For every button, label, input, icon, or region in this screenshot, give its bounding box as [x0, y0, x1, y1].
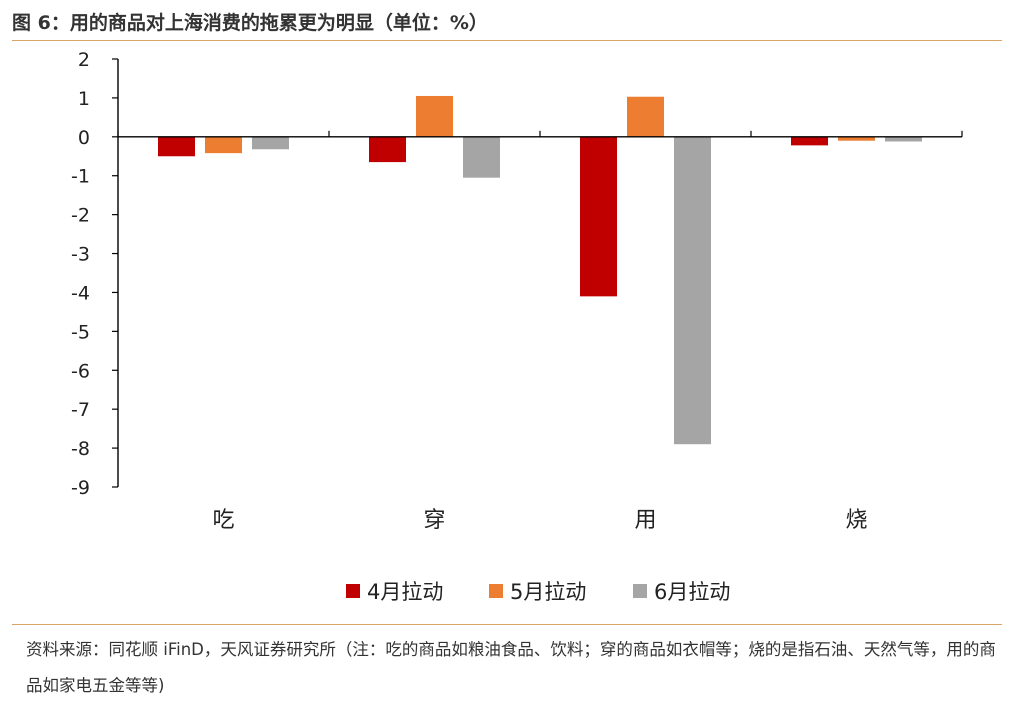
category-label: 穿: [423, 508, 445, 533]
bar: [674, 136, 711, 445]
y-tick-label: -8: [71, 438, 90, 460]
x-axis: 吃穿用烧: [117, 130, 963, 533]
legend-swatch: [489, 584, 503, 598]
y-tick-label: -6: [71, 360, 90, 382]
source-note: 资料来源：同花顺 iFinD，天风证券研究所（注：吃的商品如粮油食品、饮料；穿的…: [26, 640, 996, 695]
y-axis: 2 1 0 -1 -2 -3 -4 -5 -6 -7 -8 -9: [71, 49, 119, 499]
bar: [205, 136, 242, 154]
category-label: 吃: [212, 508, 234, 533]
legend-swatch: [346, 584, 360, 598]
bar: [885, 136, 922, 142]
y-tick-label: -5: [71, 321, 90, 343]
y-tick-label: 1: [78, 88, 90, 110]
y-tick-label: -2: [71, 205, 90, 227]
legend-swatch: [633, 584, 647, 598]
legend-label: 6月拉动: [654, 580, 730, 604]
y-tick-label: -7: [71, 399, 90, 421]
category-label: 烧: [845, 508, 867, 533]
y-tick-label: -1: [71, 166, 90, 188]
y-tick-label: -4: [71, 282, 90, 304]
category-label: 用: [634, 508, 656, 533]
bars-group: [158, 95, 922, 445]
legend: 4月拉动 5月拉动 6月拉动: [346, 580, 730, 604]
y-tick-label: -9: [71, 477, 90, 499]
bar: [416, 95, 453, 137]
legend-label: 5月拉动: [510, 580, 586, 604]
bar: [627, 96, 664, 137]
chart-title: 图 6：用的商品对上海消费的拖累更为明显（单位：%）: [12, 12, 488, 34]
y-tick-label: -3: [71, 244, 90, 266]
source-divider: [12, 624, 1002, 625]
bar: [463, 136, 500, 178]
y-tick-label: 0: [78, 127, 90, 149]
title-divider: [12, 40, 1002, 41]
y-tick-label: 2: [78, 49, 90, 71]
bar: [369, 136, 406, 163]
bar: [580, 136, 617, 297]
bar: [158, 136, 195, 157]
bar: [838, 136, 875, 141]
bar: [791, 136, 828, 146]
bar: [252, 136, 289, 150]
legend-label: 4月拉动: [367, 580, 443, 604]
bar-chart: 2 1 0 -1 -2 -3 -4 -5 -6 -7 -8 -9 吃 穿 用 烧 4月拉动 5月拉动 6月拉动: [71, 49, 963, 604]
